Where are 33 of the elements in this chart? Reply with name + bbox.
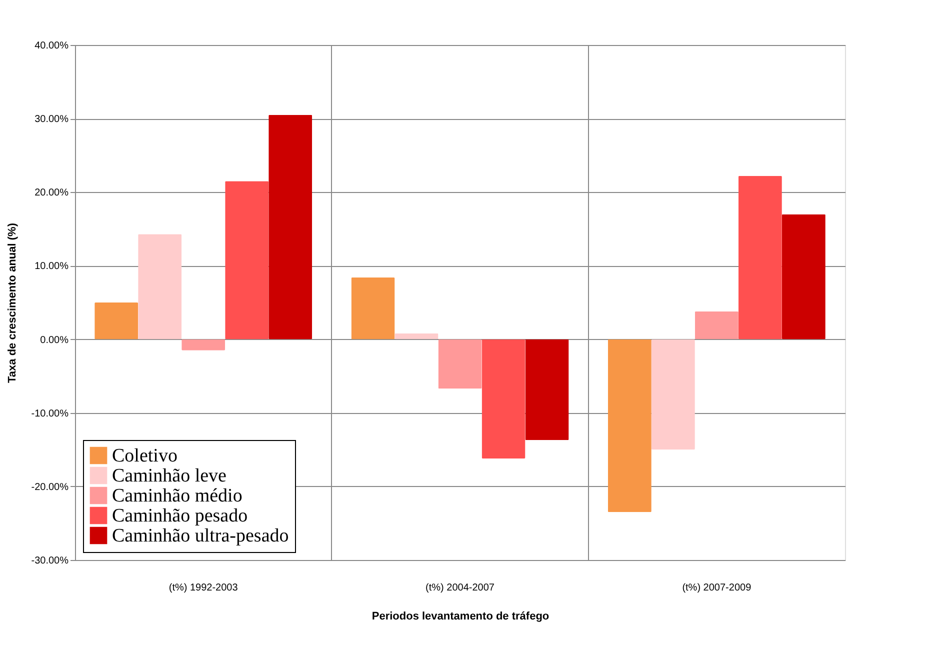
- bar: [694, 311, 738, 340]
- bar: [138, 234, 182, 340]
- bar: [482, 339, 526, 458]
- bar: [351, 277, 395, 340]
- y-tick-label: 0.00%: [40, 334, 69, 346]
- bar: [438, 339, 482, 389]
- legend-label: Caminhão médio: [112, 486, 242, 506]
- bar: [182, 339, 226, 350]
- bar: [94, 302, 138, 340]
- bar: [268, 114, 312, 340]
- y-tick-label: 20.00%: [34, 188, 69, 199]
- bar: [525, 339, 569, 440]
- bar: [225, 181, 269, 340]
- y-tick-label: -20.00%: [31, 482, 69, 493]
- x-axis-title: Periodos levantamento de tráfego: [372, 610, 550, 622]
- y-tick-label: -30.00%: [31, 556, 69, 566]
- legend-label: Coletivo: [112, 446, 178, 466]
- y-tick-label: -10.00%: [31, 408, 69, 420]
- bar: [394, 333, 438, 340]
- y-axis-title: Taxa de crescimento anual (%): [6, 222, 18, 383]
- bar: [738, 176, 782, 340]
- x-tick-label: (t%) 2007-2009: [682, 582, 752, 594]
- x-tick-label: (t%) 1992-2003: [168, 582, 238, 594]
- bar: [782, 214, 826, 340]
- x-tick-label: (t%) 2004-2007: [426, 582, 495, 594]
- bar: [608, 339, 652, 512]
- y-tick-label: 10.00%: [34, 261, 69, 272]
- y-tick-label: 40.00%: [34, 40, 69, 52]
- legend-label: Caminhão pesado: [112, 506, 248, 526]
- legend-label: Caminhão leve: [112, 466, 226, 486]
- y-tick-label: 30.00%: [34, 114, 69, 126]
- legend-label: Caminhão ultra-pesado: [112, 526, 289, 546]
- bar: [651, 339, 695, 450]
